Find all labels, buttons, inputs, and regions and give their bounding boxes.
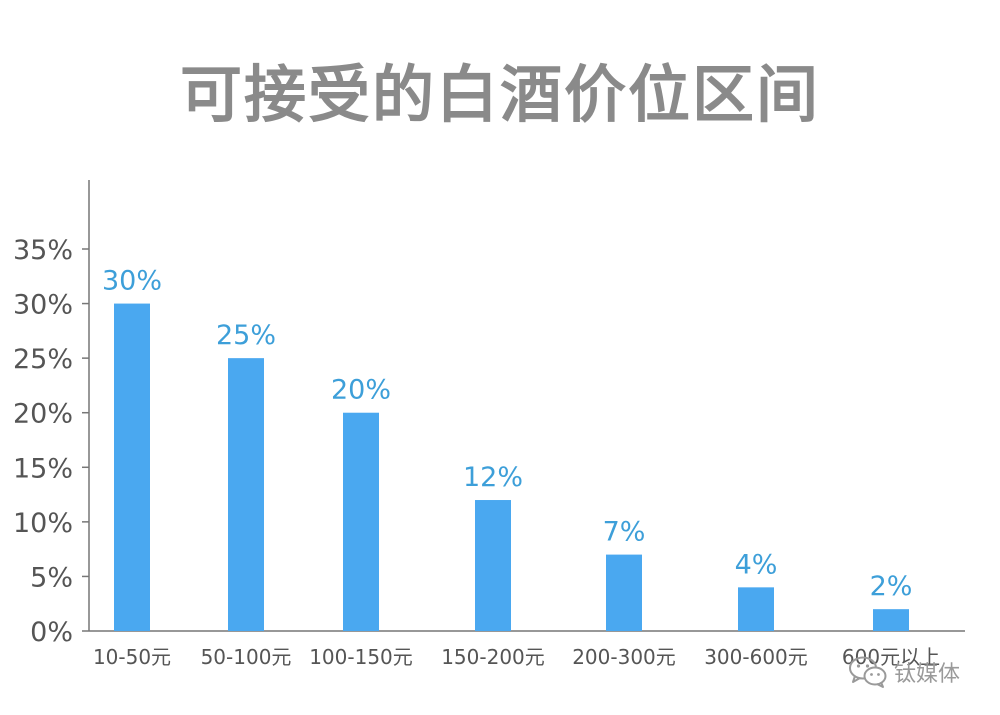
y-tick-label: 0% <box>30 617 73 648</box>
wechat-icon <box>849 656 887 688</box>
watermark-text: 钛媒体 <box>894 662 961 687</box>
bar-1 <box>114 303 150 631</box>
watermark: 钛媒体 <box>848 654 960 690</box>
chart-title: 可接受的白酒价位区间 <box>179 58 820 131</box>
x-tick-label: 200-300元 <box>572 645 676 669</box>
x-tick-label: 10-50元 <box>93 645 171 669</box>
y-tick-label: 10% <box>13 508 73 539</box>
x-tick-label: 300-600元 <box>704 645 808 669</box>
y-tick-label: 30% <box>13 290 73 321</box>
x-tick-label: 50-100元 <box>201 645 292 669</box>
bar-2 <box>228 358 264 631</box>
bar-5 <box>606 554 642 631</box>
x-tick-label: 100-150元 <box>309 645 413 669</box>
value-label: 7% <box>603 517 646 548</box>
value-label: 20% <box>331 375 391 406</box>
value-label: 2% <box>870 571 913 602</box>
value-label: 30% <box>102 266 162 297</box>
y-tick-label: 35% <box>13 235 73 266</box>
y-tick-label: 5% <box>30 562 73 593</box>
value-label: 12% <box>463 462 523 493</box>
y-tick-label: 15% <box>13 453 73 484</box>
value-label: 4% <box>735 549 778 580</box>
y-tick-label: 20% <box>13 399 73 430</box>
x-tick-label: 150-200元 <box>441 645 545 669</box>
bar-3 <box>343 412 379 631</box>
value-label: 25% <box>216 320 276 351</box>
bar-6 <box>738 587 774 631</box>
bar-4 <box>475 500 511 631</box>
bar-7 <box>873 609 909 631</box>
y-tick-label: 25% <box>13 344 73 375</box>
